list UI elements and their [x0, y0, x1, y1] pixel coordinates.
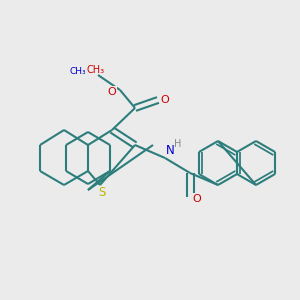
Text: H: H — [174, 139, 182, 149]
Text: N: N — [166, 143, 174, 157]
Text: O: O — [160, 95, 169, 105]
Text: CH₃: CH₃ — [69, 68, 86, 76]
Text: CH₃: CH₃ — [87, 65, 105, 75]
Text: O: O — [193, 194, 201, 204]
Text: S: S — [98, 187, 106, 200]
Text: O: O — [108, 87, 116, 97]
